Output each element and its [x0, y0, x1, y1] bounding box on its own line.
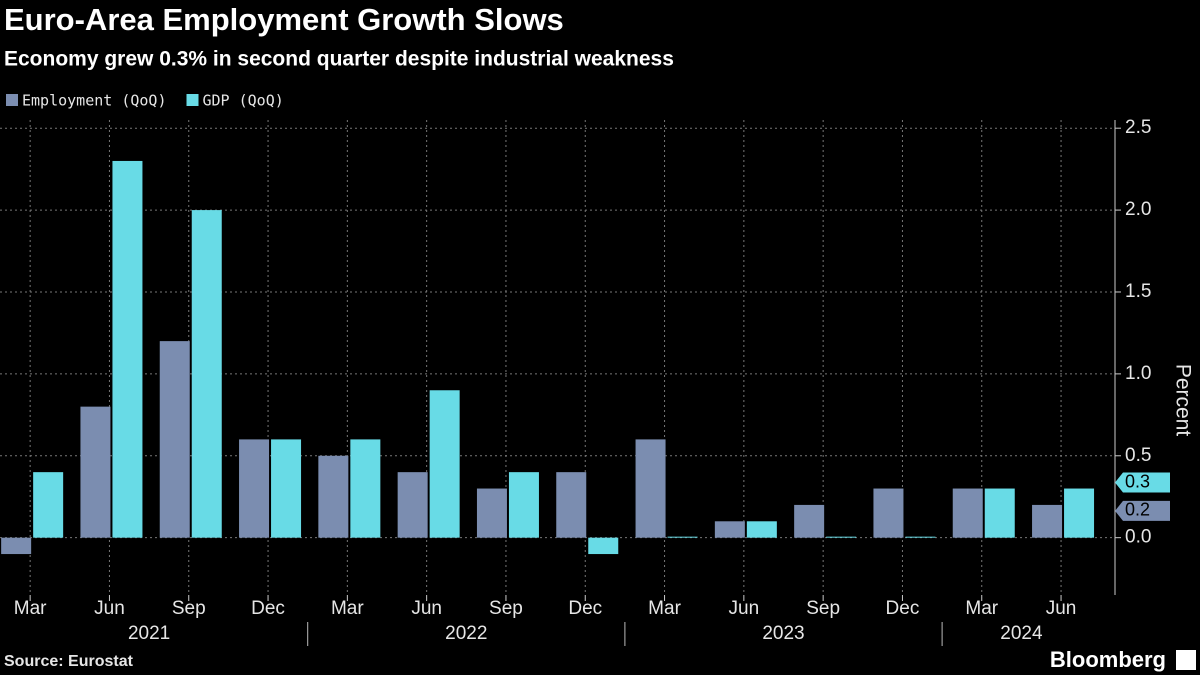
- last-value-label: 0.2: [1125, 500, 1150, 520]
- x-tick-label: Dec: [568, 598, 602, 619]
- bar: [873, 488, 904, 538]
- x-tick-label: Sep: [489, 598, 523, 619]
- chart-subtitle: Economy grew 0.3% in second quarter desp…: [4, 48, 674, 71]
- x-tick-label: Jun: [94, 598, 125, 619]
- bar: [667, 536, 698, 538]
- x-tick-label: Jun: [411, 598, 442, 619]
- y-tick-label: 1.0: [1125, 363, 1151, 384]
- bar: [397, 472, 428, 538]
- last-value-tag: [1115, 472, 1170, 493]
- bar: [239, 439, 270, 538]
- brand: Bloomberg: [1050, 647, 1166, 672]
- x-tick-label: Mar: [965, 598, 998, 619]
- bar: [159, 341, 190, 538]
- bar: [905, 536, 936, 538]
- legend-label: Employment (QoQ): [22, 92, 167, 110]
- legend-label: GDP (QoQ): [203, 92, 284, 110]
- x-tick-label: Mar: [331, 598, 364, 619]
- bar: [1, 537, 32, 555]
- bar: [508, 472, 539, 538]
- bar: [33, 472, 64, 538]
- source: Source: Eurostat: [4, 653, 134, 670]
- bar: [1032, 504, 1063, 538]
- bar: [588, 537, 619, 555]
- last-value-tag: [1115, 500, 1170, 521]
- bar: [191, 210, 222, 538]
- year-label: 2022: [445, 623, 487, 644]
- brand-icon: [1176, 650, 1196, 670]
- bar: [952, 488, 983, 538]
- bar: [984, 488, 1015, 538]
- bar: [826, 536, 857, 538]
- bar: [318, 455, 349, 538]
- bar: [80, 406, 111, 538]
- x-tick-label: Mar: [14, 598, 47, 619]
- y-tick-label: 2.0: [1125, 199, 1151, 220]
- x-tick-label: Dec: [886, 598, 920, 619]
- x-tick-label: Dec: [251, 598, 285, 619]
- y-tick-label: 0.5: [1125, 445, 1151, 466]
- bar: [556, 472, 587, 538]
- y-tick-label: 2.5: [1125, 117, 1151, 138]
- x-tick-label: Jun: [1046, 598, 1077, 619]
- x-tick-label: Jun: [729, 598, 760, 619]
- bar: [794, 504, 825, 538]
- bar: [271, 439, 302, 538]
- bar: [112, 160, 143, 538]
- bar: [429, 390, 460, 538]
- bar: [746, 521, 777, 538]
- x-tick-label: Sep: [172, 598, 206, 619]
- y-axis-title: Percent: [1171, 364, 1194, 437]
- chart-title: Euro-Area Employment Growth Slows: [4, 2, 564, 37]
- legend-swatch: [6, 94, 18, 106]
- last-value-label: 0.3: [1125, 471, 1150, 491]
- x-tick-label: Sep: [806, 598, 840, 619]
- year-label: 2023: [762, 623, 804, 644]
- bar: [476, 488, 507, 538]
- legend-swatch: [186, 94, 199, 106]
- year-label: 2021: [128, 623, 170, 644]
- bar: [714, 521, 745, 538]
- x-tick-label: Mar: [648, 598, 681, 619]
- bar: [1064, 488, 1095, 538]
- bar: [350, 439, 381, 538]
- y-tick-label: 0.0: [1125, 527, 1151, 548]
- y-tick-label: 1.5: [1125, 281, 1151, 302]
- year-label: 2024: [1000, 623, 1043, 644]
- bar: [635, 439, 666, 538]
